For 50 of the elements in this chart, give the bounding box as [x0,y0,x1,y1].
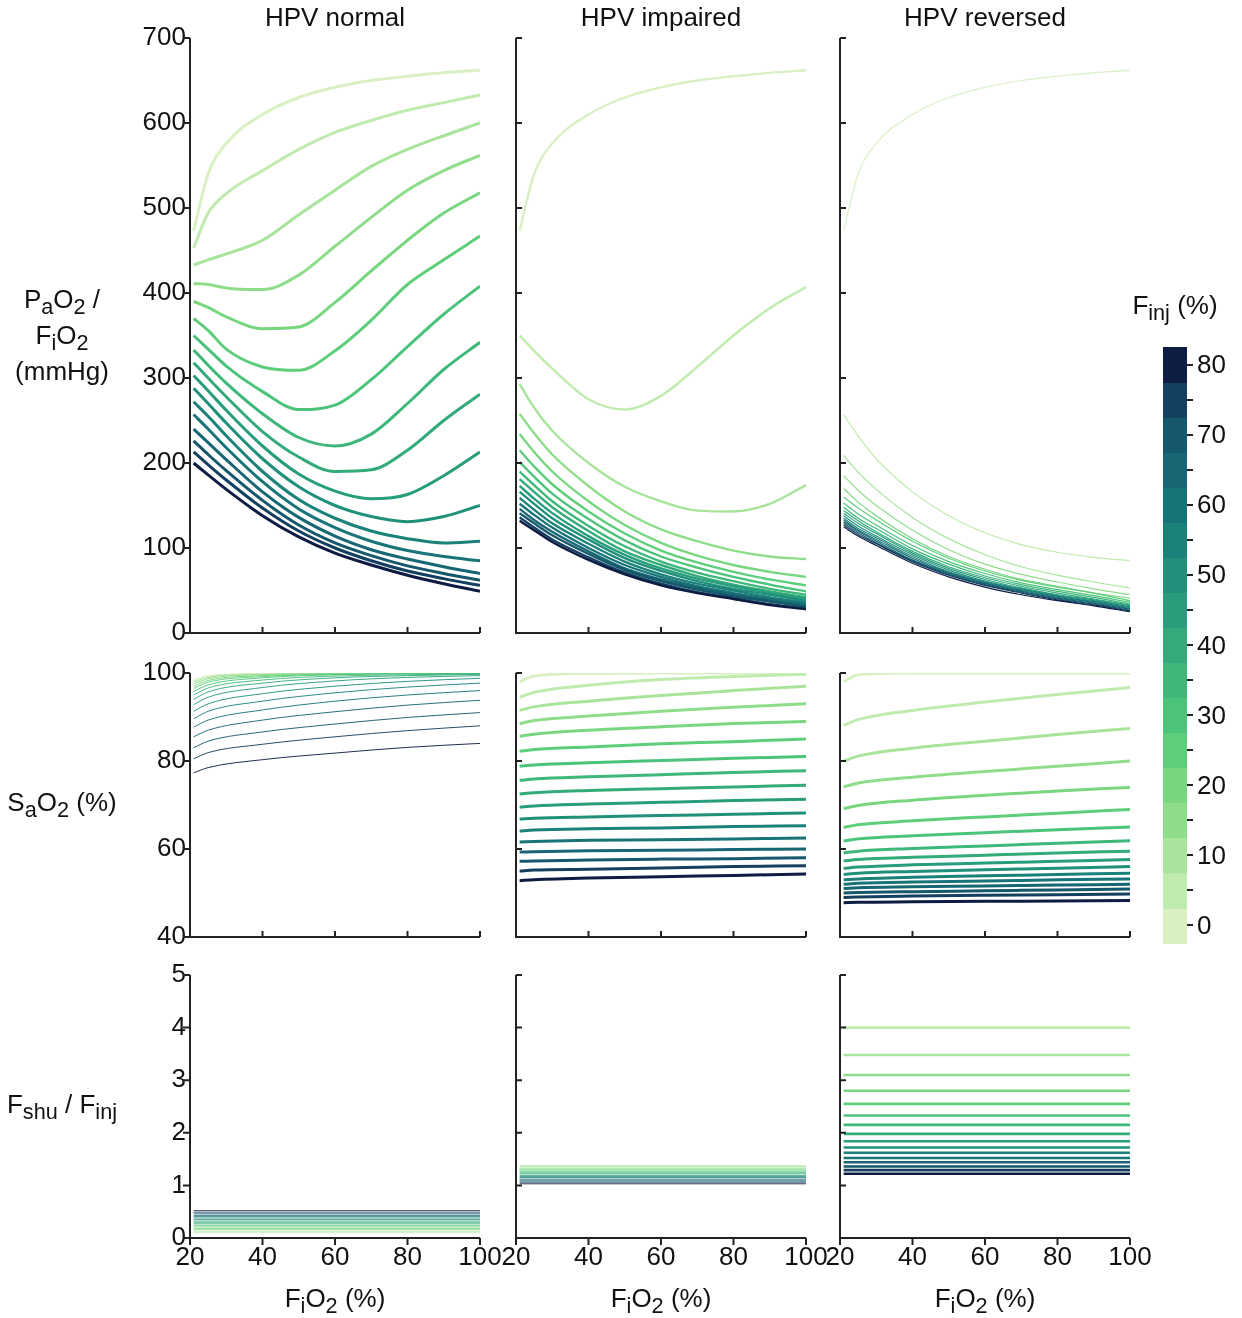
y-tick-label: 500 [142,191,186,222]
y-tick-label: 400 [142,276,186,307]
y-tick-label: 300 [142,361,186,392]
color-bar-label: 70 [1197,419,1226,451]
y-tick-label: 100 [142,531,186,562]
x-tick-label: 100 [458,1240,502,1271]
y-axis-title: S$_{a}$O$_{2}$ (%) [6,787,118,824]
x-axis-title: F$_{i}$O$_{2}$ (%) [609,1283,713,1318]
y-tick-label: 60 [157,832,186,863]
x-axis-title: F$_{i}$O$_{2}$ (%) [933,1283,1037,1318]
y-tick-label: 700 [142,21,186,52]
color-bar-label: 30 [1197,699,1226,731]
y-axis-title: F$_{shu}$ / F$_{inj}$ [5,1088,118,1125]
color-bar-title: F$_{inj}$ (%) [1131,290,1219,327]
y-tick-label: 80 [157,744,186,775]
text: P$_{a}$O$_{2}$ / F$_{i}$O$_{2}$ (mmHg) [15,283,109,386]
x-tick-label: 60 [646,1240,676,1271]
color-bar-label: 60 [1197,489,1226,521]
color-bar-label: 50 [1197,559,1226,591]
y-tick-label: 40 [157,920,186,951]
x-tick-label: 40 [898,1240,927,1271]
y-tick-label: 2 [171,1115,186,1146]
y-tick-label: 200 [142,446,186,477]
chart-title: HPV normal [263,2,407,34]
color-bar-label: 20 [1197,769,1226,801]
y-tick-label: 5 [171,958,186,989]
y-tick-label: 4 [171,1010,186,1041]
chart-title: HPV reversed [903,2,1067,34]
x-tick-label: 60 [970,1240,1000,1271]
y-tick-label: 100 [142,656,186,687]
x-tick-label: 80 [1043,1240,1072,1271]
x-tick-label: 20 [501,1240,531,1271]
x-tick-label: 40 [248,1240,277,1271]
y-tick-label: 3 [171,1063,186,1094]
x-tick-label: 100 [784,1240,828,1271]
y-tick-label: 600 [142,106,186,137]
x-tick-label: 40 [574,1240,603,1271]
x-tick-label: 80 [393,1240,422,1271]
color-bar-label: 10 [1197,839,1226,872]
color-bar-label: 80 [1197,349,1226,381]
color-bar-label: 40 [1197,629,1226,661]
x-tick-label: 100 [1108,1240,1152,1271]
x-tick-label: 20 [825,1240,855,1271]
x-tick-label: 80 [719,1240,748,1271]
chart-title: HPV impaired [579,2,743,34]
x-tick-label: 60 [320,1240,350,1271]
y-tick-label: 0 [171,616,186,647]
y-tick-label: 1 [171,1168,186,1199]
x-axis-title: F$_{i}$O$_{2}$ (%) [283,1283,387,1318]
color-bar-label: 0 [1197,909,1212,942]
